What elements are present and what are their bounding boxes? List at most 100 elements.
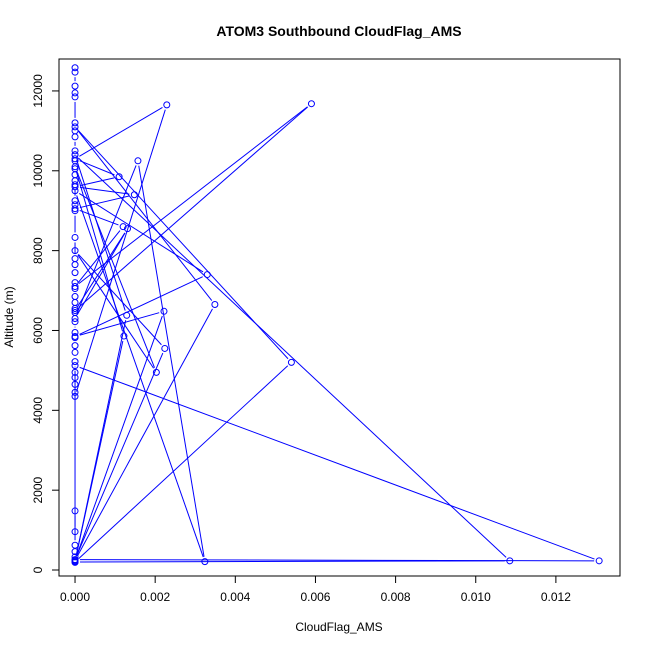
data-point	[287, 358, 295, 366]
y-axis: 0 2000 4000 6000 8000 10000 12000	[31, 74, 60, 573]
data-point	[71, 119, 79, 127]
series-line-segment	[79, 366, 595, 560]
x-tick-label: 0.006	[300, 590, 330, 604]
data-point	[134, 157, 142, 165]
data-point	[71, 392, 79, 400]
y-tick-label: 2000	[31, 476, 45, 503]
data-point	[71, 374, 79, 382]
data-point	[71, 133, 79, 141]
series-line-segment	[78, 106, 308, 284]
data-point	[163, 101, 171, 109]
data-point	[595, 557, 603, 565]
series-line-segment	[80, 559, 595, 562]
y-tick-label: 0	[31, 566, 45, 573]
y-tick-label: 4000	[31, 397, 45, 424]
data-point	[71, 82, 79, 90]
data-point	[71, 68, 79, 76]
data-point	[71, 155, 79, 163]
series-line-segment	[76, 352, 164, 556]
data-point	[71, 197, 79, 205]
data-point	[115, 173, 123, 181]
data-point	[71, 548, 79, 556]
series-line-segment	[79, 177, 115, 187]
data-point	[71, 187, 79, 195]
data-point	[71, 64, 79, 72]
data-point	[71, 89, 79, 97]
data-point	[71, 207, 79, 215]
series-line-segment	[76, 308, 213, 557]
series-line-segment	[77, 130, 213, 301]
series-line-segment	[76, 171, 155, 368]
data-point	[71, 556, 79, 564]
data-point	[71, 332, 79, 340]
data-point	[71, 307, 79, 315]
series-line-segment	[138, 165, 205, 557]
data-point	[71, 328, 79, 336]
series-line-segment	[77, 230, 121, 283]
data-point	[71, 233, 79, 241]
data-point	[506, 557, 514, 565]
series-line-segment	[78, 157, 507, 558]
data-point	[71, 362, 79, 370]
data-point	[71, 507, 79, 515]
data-point	[71, 123, 79, 131]
series-line-segment	[78, 192, 204, 273]
data-point	[71, 318, 79, 326]
series-line-segment	[76, 159, 126, 311]
data-point	[124, 225, 132, 233]
series-line-segment	[76, 195, 204, 558]
series-line-segment	[76, 315, 163, 556]
data-point	[119, 223, 127, 231]
series-line-segment	[75, 340, 124, 557]
y-tick-label: 10000	[31, 154, 45, 188]
series-layer	[71, 64, 603, 566]
y-tick-label: 12000	[31, 74, 45, 108]
x-axis: 0.000 0.002 0.004 0.006 0.008 0.010 0.012	[60, 575, 571, 604]
data-point	[71, 528, 79, 536]
data-point	[203, 271, 211, 279]
data-point	[71, 261, 79, 269]
data-point	[71, 342, 79, 350]
x-tick-label: 0.008	[381, 590, 411, 604]
x-tick-label: 0.010	[461, 590, 491, 604]
data-point	[71, 247, 79, 255]
data-point	[71, 93, 79, 101]
data-point	[130, 191, 138, 199]
chart-title: ATOM3 Southbound CloudFlag_AMS	[216, 23, 461, 39]
series-line-segment	[79, 276, 203, 335]
data-point	[71, 315, 79, 322]
series-line-segment	[80, 560, 505, 563]
series-line-segment	[77, 232, 126, 315]
series-line-segment	[75, 171, 124, 332]
series-line-segment	[76, 165, 137, 315]
data-point	[71, 147, 79, 155]
data-point	[71, 558, 79, 566]
data-point	[152, 368, 160, 376]
data-point	[160, 307, 168, 315]
series-line-segment	[79, 186, 130, 195]
data-point	[71, 368, 79, 376]
x-axis-label: CloudFlag_AMS	[295, 620, 382, 634]
data-point	[71, 388, 79, 396]
x-tick-label: 0.004	[220, 590, 250, 604]
data-point	[71, 151, 79, 159]
data-point	[71, 183, 79, 191]
data-point	[71, 380, 79, 388]
x-tick-label: 0.002	[140, 590, 170, 604]
series-line-segment	[79, 312, 160, 336]
x-tick-label: 0.012	[541, 590, 571, 604]
y-axis-label: Altitude (m)	[2, 286, 16, 347]
data-point	[123, 311, 131, 319]
data-point	[120, 332, 128, 340]
data-point	[71, 305, 79, 313]
data-point	[71, 269, 79, 277]
data-point	[71, 285, 79, 293]
data-point	[71, 163, 79, 171]
data-point	[161, 344, 169, 352]
y-tick-label: 8000	[31, 237, 45, 264]
data-point	[307, 100, 315, 108]
data-point	[71, 205, 79, 213]
data-point	[71, 283, 79, 291]
